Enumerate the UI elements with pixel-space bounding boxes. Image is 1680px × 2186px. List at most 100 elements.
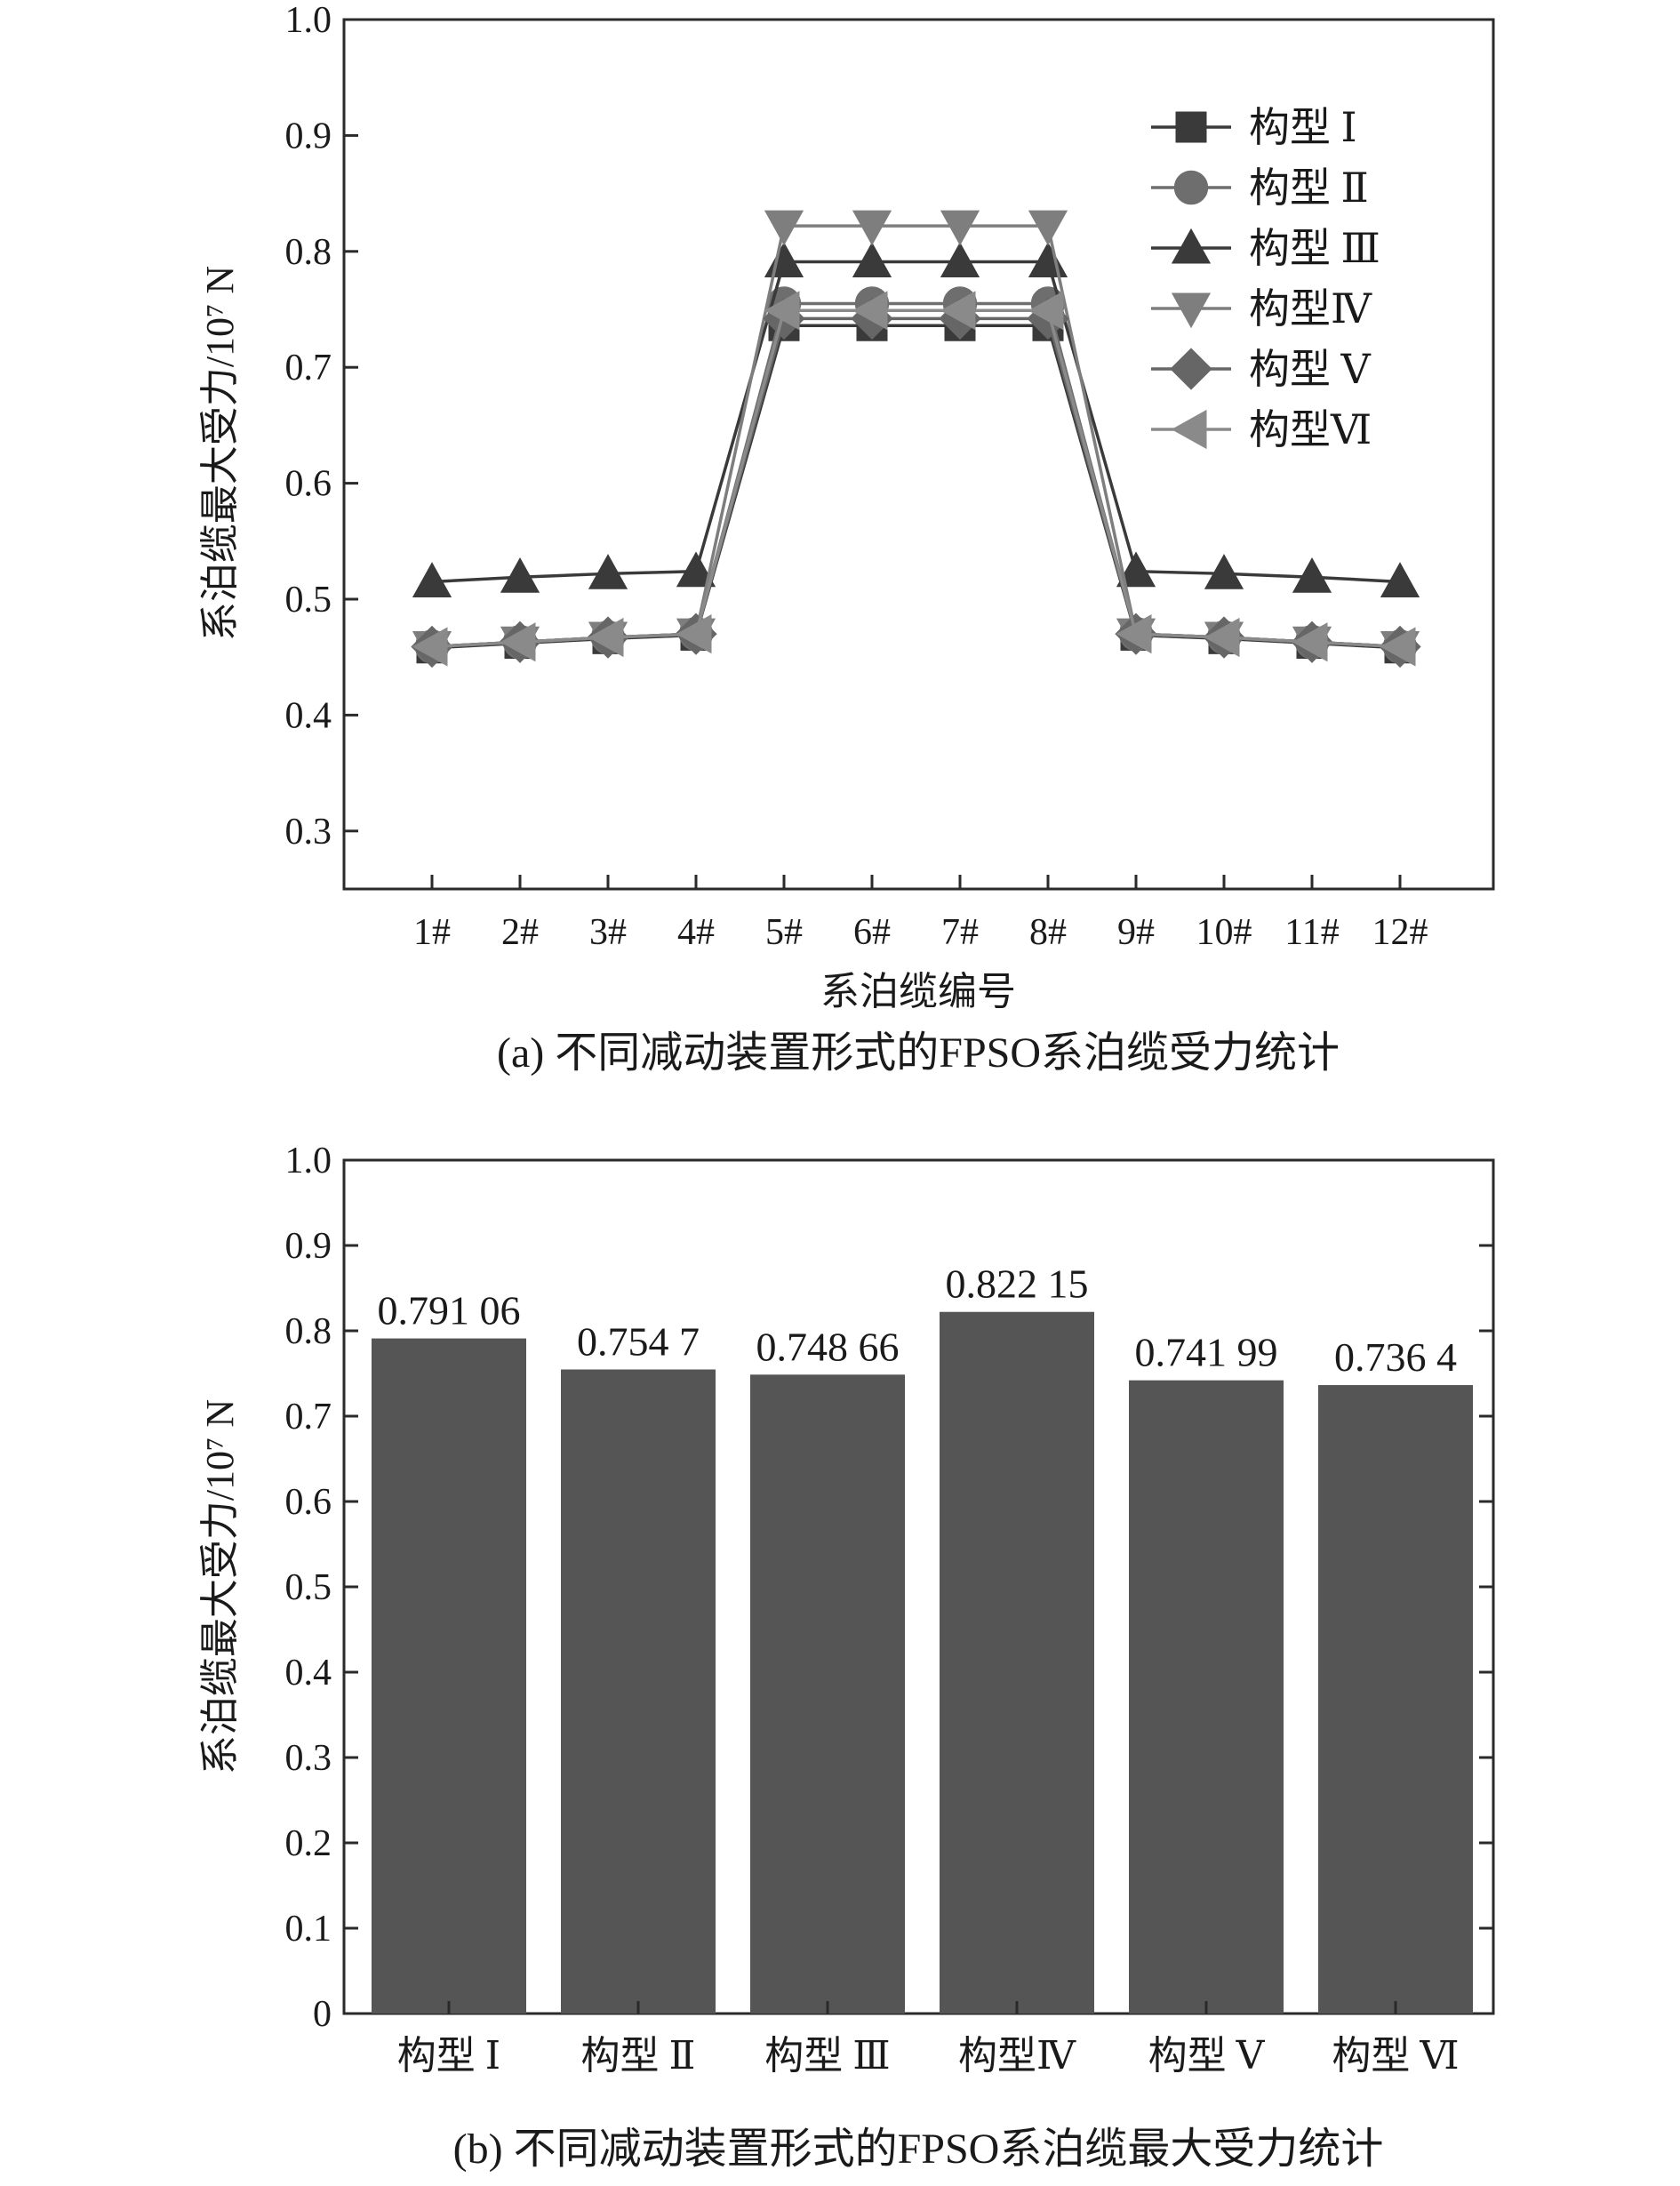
y-tick-label-b: 0.8 [285, 1311, 332, 1352]
data-point [500, 622, 536, 662]
legend-label: 构型Ⅳ [1249, 286, 1372, 332]
y-tick-label-a: 0.5 [285, 580, 332, 621]
data-point [1292, 557, 1332, 593]
data-point [1204, 617, 1240, 658]
legend-item: 构型Ⅵ [1151, 407, 1372, 452]
x-axis-label-a: 系泊缆编号 [820, 970, 1016, 1013]
x-axis-a: 1# 2# 3# 4# 5# 6# 7# 8# 9# 10# 11# 12# [413, 875, 1428, 953]
x-tick-label-a: 6# [853, 912, 891, 953]
y-tick-label-b: 0.4 [285, 1653, 332, 1694]
bar-value-label: 0.791 06 [378, 1288, 521, 1333]
x-tick-label-a: 1# [413, 912, 451, 953]
bar [1318, 1385, 1473, 2014]
data-point [500, 557, 540, 593]
bar [561, 1369, 716, 2014]
y-tick-label-b: 0.7 [285, 1397, 332, 1437]
legend-item: 构型 Ⅱ [1151, 165, 1369, 211]
legend-marker [1173, 170, 1209, 205]
y-tick-label-a: 0.7 [285, 348, 332, 388]
line-chart-a: 0.3 0.4 0.5 0.6 0.7 0.8 0.9 1.0 1# 2# 3# 4# 5# 6# 7# 8… [198, 0, 1495, 1077]
data-point [764, 291, 800, 331]
legend-label: 构型 Ⅴ [1249, 347, 1372, 392]
legend-item: 构型 Ⅰ [1151, 105, 1357, 150]
y-tick-label-a: 0.9 [285, 116, 332, 156]
series-3 [412, 242, 1420, 597]
legend-item: 构型Ⅳ [1151, 286, 1372, 332]
legend-marker [1171, 409, 1207, 450]
bar-value-label: 0.741 99 [1135, 1330, 1278, 1375]
series-6 [412, 291, 1416, 667]
bar-value-label: 0.822 15 [946, 1261, 1089, 1307]
x-tick-label-b: 构型 Ⅴ [1148, 2034, 1266, 2078]
bar-value-label: 0.748 66 [756, 1324, 900, 1369]
y-tick-label-a: 0.4 [285, 695, 332, 736]
y-axis-label-a: 系泊缆最大受力/10⁷ N [198, 266, 242, 641]
x-tick-label-a: 10# [1196, 912, 1252, 953]
bar-value-label: 0.736 4 [1334, 1334, 1457, 1380]
data-point [852, 210, 892, 246]
y-tick-label-b: 0.1 [285, 1909, 332, 1950]
legend-marker [1170, 348, 1212, 390]
legend-marker [1171, 228, 1212, 264]
y-tick-label-b: 0.5 [285, 1567, 332, 1608]
y-tick-label-b: 0 [313, 1994, 332, 2035]
data-point [1116, 551, 1156, 588]
x-tick-label-b: 构型 Ⅲ [764, 2034, 890, 2078]
x-tick-label-a: 5# [765, 912, 803, 953]
x-tick-label-b: 构型 Ⅱ [581, 2034, 696, 2078]
y-tick-label-b: 0.9 [285, 1226, 332, 1267]
data-point [1028, 210, 1068, 246]
y-tick-label-a: 0.8 [285, 232, 332, 273]
caption-b: (b) 不同减动装置形式的FPSO系泊缆最大受力统计 [453, 2126, 1384, 2173]
data-point [588, 554, 628, 589]
legend-a: 构型 Ⅰ 构型 Ⅱ 构型 Ⅲ 构型Ⅳ 构型 Ⅴ 构型Ⅵ [1151, 105, 1380, 452]
data-point [1028, 291, 1064, 331]
series-2 [414, 286, 1418, 664]
x-tick-label-b: 构型Ⅳ [958, 2034, 1076, 2078]
x-tick-label-a: 12# [1372, 912, 1428, 953]
data-point [852, 242, 892, 278]
caption-a: (a) 不同减动装置形式的FPSO系泊缆受力统计 [497, 1029, 1340, 1077]
data-point [1380, 627, 1416, 667]
y-tick-label-b: 0.3 [285, 1738, 332, 1779]
y-tick-label-b: 0.6 [285, 1482, 332, 1523]
bar [1129, 1380, 1284, 2014]
legend-item: 构型 Ⅴ [1151, 347, 1372, 392]
bar [372, 1338, 526, 2014]
x-axis-b: 构型 Ⅰ 构型 Ⅱ 构型 Ⅲ 构型Ⅳ 构型 Ⅴ 构型 Ⅵ [397, 2001, 1460, 2078]
y-tick-label-b: 1.0 [285, 1141, 332, 1181]
y-tick-label-a: 1.0 [285, 0, 332, 41]
data-point [676, 551, 716, 588]
bars-b: 0.791 06 0.754 7 0.748 66 0.822 15 0.741 99 0… [372, 1261, 1473, 2014]
legend-label: 构型 Ⅱ [1249, 165, 1369, 211]
bar-chart-b: 0.791 06 0.754 7 0.748 66 0.822 15 0.741 99 0… [198, 1141, 1495, 2173]
data-point [1292, 622, 1328, 662]
data-point [764, 210, 804, 246]
data-point [412, 627, 448, 667]
data-point [940, 242, 980, 278]
x-tick-label-a: 3# [589, 912, 627, 953]
y-axis-label-b: 系泊缆最大受力/10⁷ N [198, 1399, 242, 1774]
data-point [1204, 554, 1244, 589]
y-axis-a: 0.3 0.4 0.5 0.6 0.7 0.8 0.9 1.0 [285, 0, 358, 853]
series-line [431, 260, 1401, 584]
legend-marker [1175, 111, 1207, 143]
data-point [764, 242, 804, 278]
bar-value-label: 0.754 7 [577, 1318, 700, 1364]
y-tick-label-b: 0.2 [285, 1823, 332, 1864]
x-tick-label-a: 4# [677, 912, 715, 953]
data-point [940, 291, 976, 331]
data-point [1380, 562, 1420, 597]
data-point [676, 614, 712, 654]
y-tick-label-a: 0.3 [285, 812, 332, 853]
legend-label: 构型Ⅵ [1249, 407, 1372, 452]
bar [750, 1374, 905, 2014]
x-tick-label-a: 9# [1117, 912, 1155, 953]
x-tick-label-a: 7# [941, 912, 979, 953]
x-tick-label-b: 构型 Ⅰ [397, 2034, 500, 2078]
legend-label: 构型 Ⅰ [1249, 105, 1357, 150]
data-point [1028, 242, 1068, 278]
data-point [588, 617, 624, 658]
plot-frame-a [342, 18, 1495, 891]
